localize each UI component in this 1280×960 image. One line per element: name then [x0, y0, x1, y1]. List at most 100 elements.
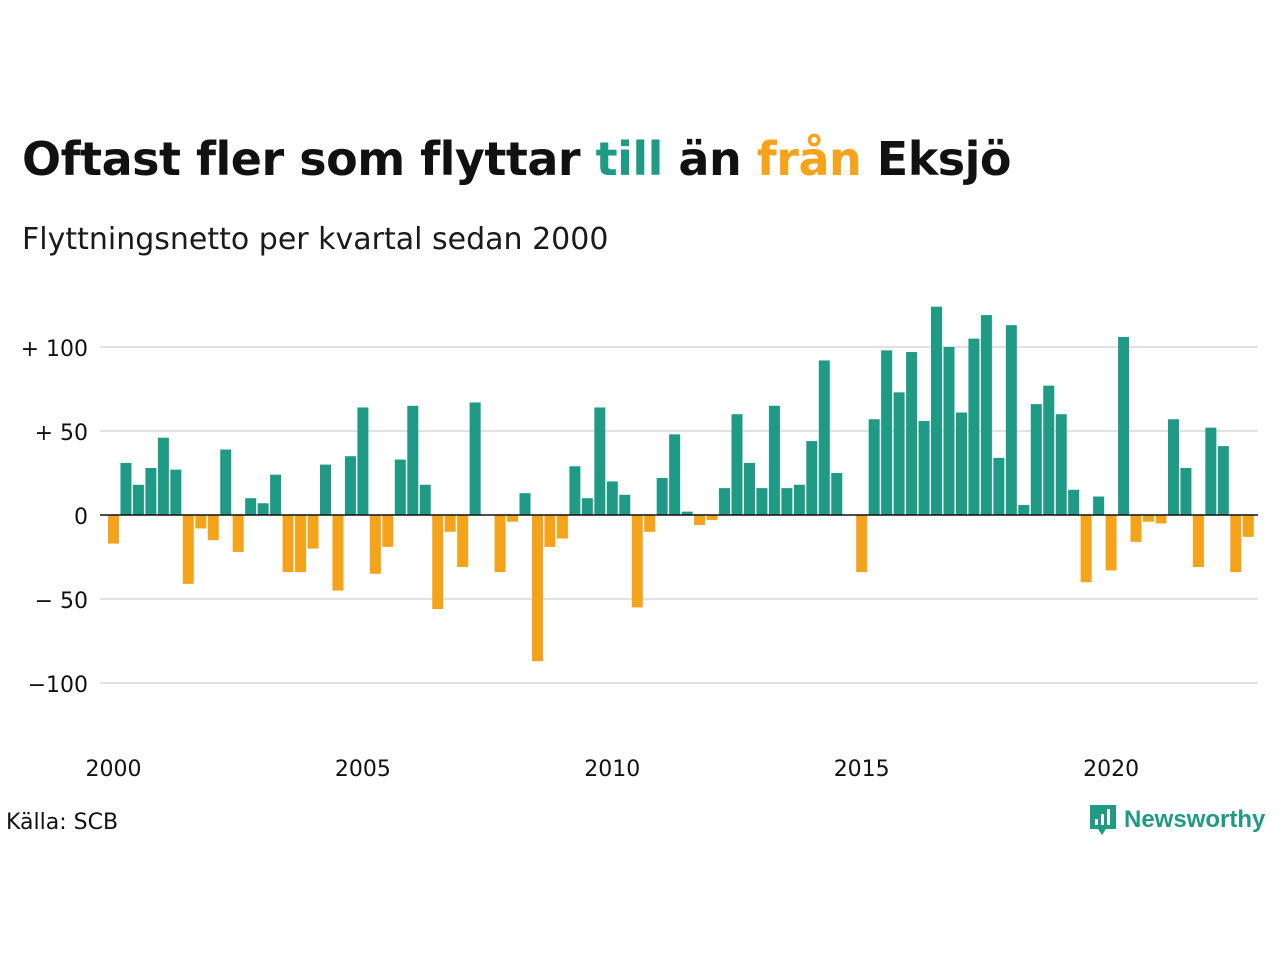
bar-70 [980, 315, 992, 515]
x-tick-label: 2020 [1083, 757, 1139, 782]
bar-46 [681, 511, 693, 515]
bar-90 [1230, 515, 1242, 573]
title-till: till [595, 132, 664, 186]
chart-title: Oftast fler som flyttar till än från Eks… [22, 132, 1012, 186]
bar-71 [993, 457, 1005, 515]
y-tick-label: + 100 [21, 337, 88, 362]
bar-41 [619, 494, 631, 515]
title-text-3: Eksjö [861, 132, 1012, 186]
bar-36 [556, 515, 568, 539]
bar-13 [270, 474, 282, 515]
bar-89 [1217, 446, 1229, 515]
chart-subtitle: Flyttningsnetto per kvartal sedan 2000 [22, 222, 609, 257]
bar-8 [207, 515, 219, 541]
bar-38 [581, 498, 593, 515]
bar-32 [507, 515, 519, 522]
bar-80 [1105, 515, 1117, 571]
bar-51 [743, 462, 755, 515]
bar-1 [120, 462, 132, 515]
title-text-2: än [662, 132, 757, 186]
bar-12 [257, 503, 269, 515]
x-tick-label: 2005 [335, 757, 391, 782]
title-text-1: Oftast fler som flyttar [22, 132, 596, 186]
bar-67 [943, 347, 955, 515]
bar-16 [307, 515, 319, 549]
bar-45 [669, 434, 681, 515]
bar-27 [444, 515, 456, 532]
source-label: Källa: SCB [6, 810, 119, 835]
bar-82 [1130, 515, 1142, 542]
bar-44 [656, 478, 668, 515]
bar-14 [282, 515, 294, 573]
bar-23 [394, 459, 406, 515]
y-tick-label: 0 [74, 505, 88, 530]
bar-74 [1030, 404, 1042, 515]
bar-48 [706, 515, 718, 521]
x-tick-label: 2000 [86, 757, 142, 782]
bar-75 [1043, 385, 1055, 515]
bar-28 [457, 515, 469, 568]
bar-10 [232, 515, 244, 552]
bar-86 [1180, 467, 1192, 515]
bar-72 [1005, 325, 1017, 515]
bar-83 [1143, 515, 1155, 522]
bar-42 [631, 515, 643, 608]
bar-66 [931, 306, 943, 515]
bar-29 [469, 402, 481, 515]
bar-87 [1192, 515, 1204, 568]
bar-63 [893, 392, 905, 515]
bar-33 [519, 493, 531, 515]
bar-15 [295, 515, 307, 573]
bar-9 [220, 449, 232, 515]
bar-47 [694, 515, 706, 526]
bar-0 [108, 515, 119, 544]
bar-7 [195, 515, 207, 529]
bar-49 [719, 488, 731, 515]
bar-25 [419, 484, 431, 515]
bar-20 [357, 407, 369, 515]
x-tick-label: 2015 [834, 757, 890, 782]
bar-62 [881, 350, 893, 515]
bar-78 [1080, 515, 1092, 583]
bar-68 [955, 412, 967, 515]
bar-79 [1093, 496, 1105, 515]
bar-37 [569, 466, 581, 515]
y-tick-label: − 50 [35, 589, 88, 614]
bar-53 [768, 405, 780, 515]
x-tick-label: 2010 [584, 757, 640, 782]
bar-69 [968, 338, 980, 515]
bar-52 [756, 488, 768, 515]
bar-65 [918, 420, 930, 515]
bar-18 [332, 515, 344, 591]
bar-64 [906, 352, 918, 515]
bar-88 [1205, 427, 1217, 515]
bar-21 [369, 515, 381, 574]
bar-35 [544, 515, 556, 547]
brand-logo: Newsworthy [1088, 803, 1265, 837]
bar-84 [1155, 515, 1167, 524]
bar-43 [644, 515, 656, 532]
bar-56 [806, 441, 818, 515]
bar-6 [182, 515, 194, 584]
bar-31 [494, 515, 506, 573]
brand-name: Newsworthy [1124, 806, 1266, 833]
bar-26 [432, 515, 444, 610]
bar-54 [781, 488, 793, 515]
bar-55 [793, 484, 805, 515]
bar-22 [382, 515, 394, 547]
bar-58 [831, 473, 843, 515]
bar-76 [1055, 414, 1067, 515]
newsworthy-logo-icon [1090, 805, 1116, 835]
y-tick-label: −100 [28, 673, 88, 698]
bar-24 [407, 405, 419, 515]
bar-34 [531, 515, 543, 662]
bar-60 [856, 515, 868, 573]
bar-39 [594, 407, 606, 515]
bar-19 [344, 456, 356, 515]
bar-5 [170, 469, 182, 515]
bar-85 [1167, 419, 1179, 515]
bar-77 [1068, 489, 1080, 515]
bar-11 [245, 498, 257, 515]
bar-61 [868, 419, 880, 515]
bar-3 [145, 467, 157, 515]
